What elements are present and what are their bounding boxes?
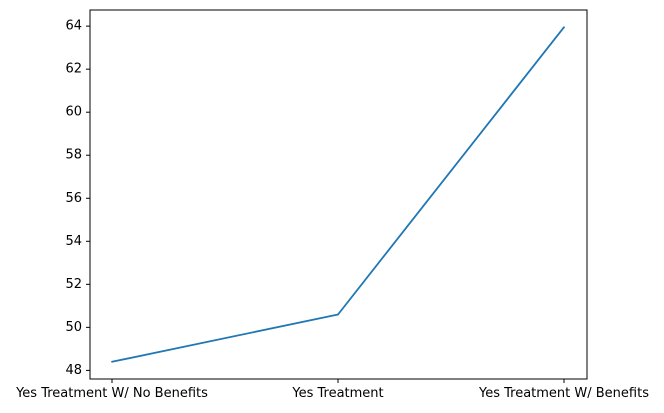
- y-tick-label: 64: [65, 19, 82, 34]
- data-point: [111, 360, 113, 363]
- y-tick-label: 54: [65, 234, 82, 249]
- y-tick-label: 62: [65, 62, 82, 77]
- data-point: [337, 313, 339, 316]
- x-tick-label: Yes Treatment: [291, 386, 383, 401]
- y-tick-label: 50: [65, 320, 82, 335]
- y-tick-label: 48: [65, 363, 82, 378]
- y-tick-label: 52: [65, 277, 82, 292]
- y-tick-label: 58: [65, 148, 82, 163]
- series-line: [111, 26, 565, 363]
- y-tick-label: 56: [65, 191, 82, 206]
- data-point: [563, 26, 565, 29]
- y-axis: 48 50 52 54 56 58 60 62 64: [65, 19, 90, 378]
- series-layer: [111, 26, 565, 363]
- x-axis: Yes Treatment W/ No Benefits Yes Treatmen…: [15, 379, 649, 401]
- plot-frame: [89, 9, 588, 380]
- x-tick-label: Yes Treatment W/ No Benefits: [15, 386, 208, 401]
- y-tick-label: 60: [65, 105, 82, 120]
- x-tick-label: Yes Treatment W/ Benefits: [478, 386, 649, 401]
- plot-area: [89, 9, 588, 380]
